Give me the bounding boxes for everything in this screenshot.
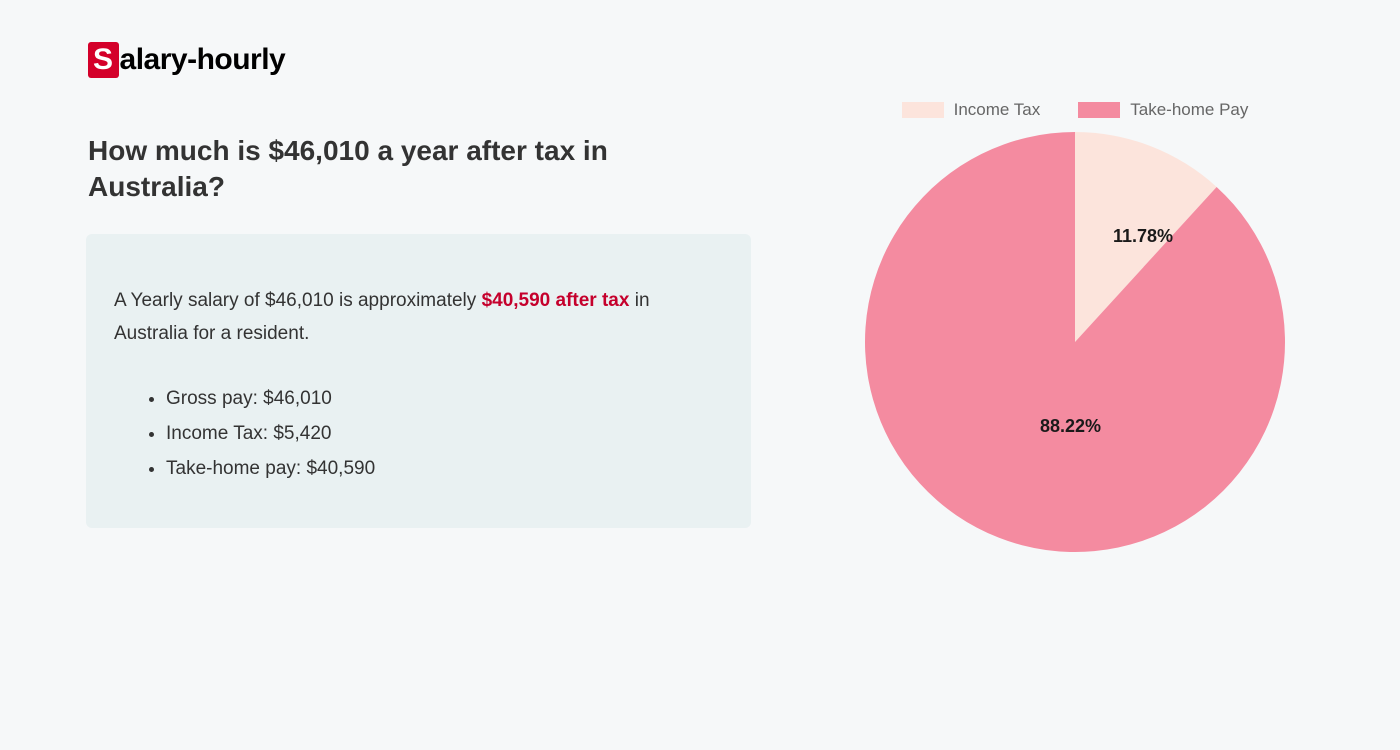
summary-sentence: A Yearly salary of $46,010 is approximat…	[114, 284, 723, 351]
logo-rest: alary-hourly	[120, 43, 286, 76]
summary-before: A Yearly salary of $46,010 is approximat…	[114, 290, 482, 311]
legend-swatch	[1078, 102, 1120, 118]
pie-slice	[865, 132, 1285, 552]
slice-label-take-home: 88.22%	[1040, 416, 1101, 437]
pie-svg	[865, 132, 1285, 552]
pie-chart: 11.78% 88.22%	[865, 132, 1285, 552]
page-title: How much is $46,010 a year after tax in …	[88, 133, 728, 206]
legend-item-take-home: Take-home Pay	[1078, 100, 1248, 120]
summary-list: Gross pay: $46,010 Income Tax: $5,420 Ta…	[114, 381, 723, 486]
summary-card: A Yearly salary of $46,010 is approximat…	[86, 234, 751, 528]
legend-label: Take-home Pay	[1130, 100, 1248, 120]
summary-highlight: $40,590 after tax	[482, 290, 630, 311]
site-logo: Salary-hourly	[88, 42, 285, 78]
list-item: Gross pay: $46,010	[166, 381, 723, 416]
legend-swatch	[902, 102, 944, 118]
slice-label-income-tax: 11.78%	[1113, 226, 1173, 247]
list-item: Take-home pay: $40,590	[166, 451, 723, 486]
pie-chart-area: Income Tax Take-home Pay 11.78% 88.22%	[855, 100, 1295, 552]
list-item: Income Tax: $5,420	[166, 416, 723, 451]
legend-item-income-tax: Income Tax	[902, 100, 1041, 120]
legend-label: Income Tax	[954, 100, 1041, 120]
logo-prefix: S	[88, 42, 119, 78]
chart-legend: Income Tax Take-home Pay	[855, 100, 1295, 120]
